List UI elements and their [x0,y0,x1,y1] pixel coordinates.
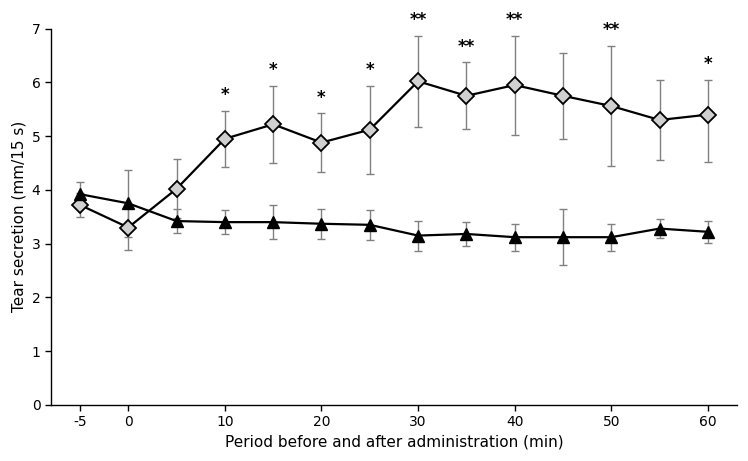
Text: *: * [317,89,326,106]
Text: **: ** [603,21,620,39]
Text: **: ** [458,38,475,56]
Text: *: * [366,61,374,79]
Text: **: ** [409,11,426,29]
Text: *: * [704,55,712,73]
Text: *: * [221,86,229,104]
Text: *: * [269,61,278,79]
Text: **: ** [506,11,524,29]
X-axis label: Period before and after administration (min): Period before and after administration (… [224,435,563,450]
Y-axis label: Tear secretion (mm/15 s): Tear secretion (mm/15 s) [11,121,26,313]
